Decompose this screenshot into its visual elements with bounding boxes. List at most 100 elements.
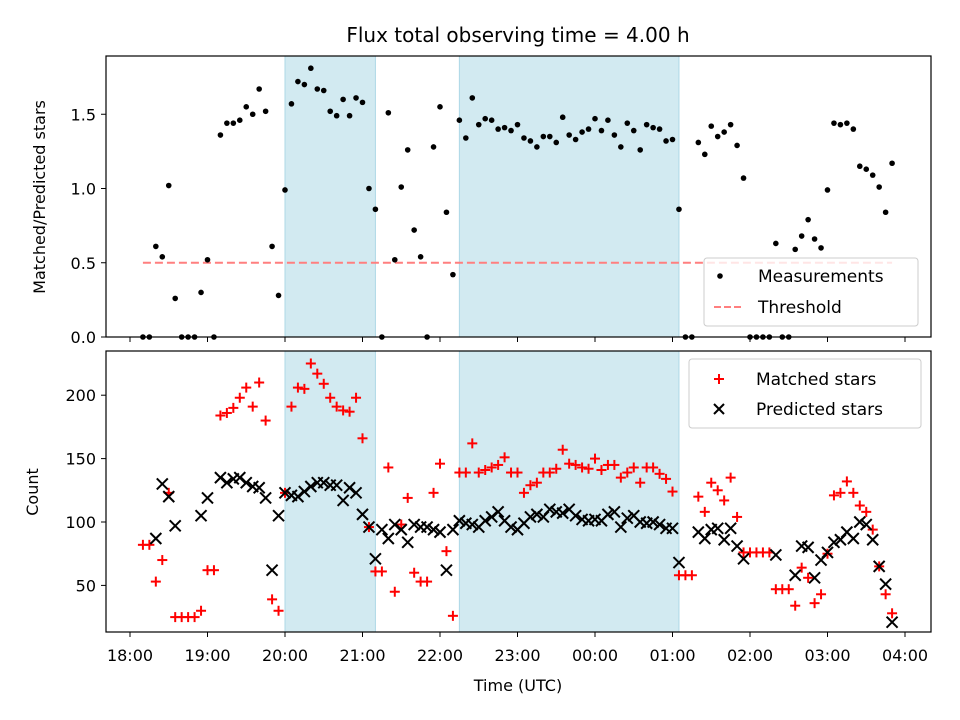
predicted-star-point: [711, 522, 724, 535]
bottom-y-ticks: 50 100 150 200: [65, 386, 106, 595]
predicted-star-point: [240, 476, 253, 489]
matched-star-point: [318, 378, 329, 389]
matched-star-point: [402, 492, 413, 503]
matched-star-point: [299, 383, 310, 394]
top-x-ticks: [129, 337, 906, 342]
predicted-star-point: [194, 509, 208, 522]
x-axis-label: Time (UTC): [473, 676, 562, 695]
predicted-star-point: [737, 552, 750, 565]
x-tick-label: 01:00: [649, 646, 695, 665]
measurement-point: [430, 144, 437, 150]
measurement-point: [204, 256, 211, 263]
measurement-point: [463, 135, 469, 141]
measurement-point: [159, 254, 166, 260]
measurement-point: [249, 111, 256, 118]
measurement-point: [404, 147, 411, 153]
measurement-point: [482, 115, 489, 122]
matched-star-point: [234, 392, 245, 403]
matched-star-point: [228, 402, 239, 413]
measurement-point: [869, 172, 876, 178]
predicted-star-point: [349, 486, 363, 500]
predicted-star-point: [453, 514, 466, 527]
predicted-star-point: [860, 518, 873, 531]
measurement-point: [359, 99, 366, 106]
matched-star-point: [564, 458, 575, 469]
chart-title: Flux total observing time = 4.00 h: [346, 23, 689, 47]
measurement-point: [333, 112, 340, 119]
legend-label-matched: Matched stars: [756, 370, 876, 390]
measurement-point: [243, 104, 250, 110]
x-tick-label: 00:00: [572, 646, 618, 665]
predicted-star-point: [259, 491, 272, 505]
matched-star-point: [189, 612, 200, 623]
matched-star-point: [286, 401, 297, 412]
measurement-point: [727, 121, 734, 128]
matched-star-point: [796, 562, 807, 573]
measurement-point: [340, 96, 346, 103]
predicted-star-point: [872, 560, 886, 573]
measurement-point: [437, 104, 443, 110]
measurement-point: [269, 243, 275, 250]
y-tick-label: 50: [76, 576, 96, 595]
predicted-star-point: [278, 486, 292, 500]
x-tick-label: 22:00: [417, 646, 463, 665]
matched-star-point: [292, 382, 303, 393]
measurement-point: [308, 65, 314, 72]
predicted-star-point: [504, 520, 518, 534]
y-tick-label: 100: [65, 513, 96, 532]
matched-star-point: [241, 382, 252, 393]
predicted-star-point: [420, 520, 434, 534]
bottom-x-ticks: 18:00 19:00 20:00 21:00 22:00 23:00 00:00 01:00…: [107, 632, 928, 665]
y-tick-label: 200: [65, 386, 96, 405]
predicted-star-point: [156, 477, 169, 491]
x-tick-label: 23:00: [494, 646, 540, 665]
measurement-point: [695, 139, 702, 146]
matched-star-point: [357, 433, 368, 444]
measurement-point: [534, 144, 540, 150]
matched-star-point: [428, 487, 439, 498]
matched-star-point: [247, 401, 258, 412]
measurement-point: [811, 236, 818, 242]
matched-star-point: [150, 576, 161, 587]
predicted-star-point: [543, 503, 556, 516]
matched-star-point: [144, 539, 155, 550]
matched-star-point: [473, 467, 484, 478]
predicted-star-point: [821, 546, 834, 559]
y-tick-label: 0.0: [71, 328, 96, 347]
matched-star-point: [260, 415, 271, 426]
measurement-point: [372, 206, 379, 213]
measurement-point: [553, 139, 560, 146]
measurement-point: [282, 187, 288, 193]
predicted-star-point: [356, 508, 369, 521]
measurement-point: [643, 121, 650, 128]
measurement-point: [611, 132, 618, 138]
measurement-point: [366, 185, 372, 192]
matched-star-point: [396, 519, 407, 530]
predicted-star-point: [220, 476, 234, 489]
measurement-point: [256, 86, 262, 92]
measurement-point: [320, 87, 327, 94]
measurement-point: [650, 124, 656, 131]
predicted-stars-points: [149, 471, 899, 629]
matched-star-point: [667, 486, 678, 497]
measurement-point: [566, 132, 572, 138]
matched-star-point: [725, 472, 736, 483]
matched-star-point: [661, 473, 672, 484]
bottom-axes-frame: [105, 350, 932, 633]
predicted-star-point: [789, 569, 802, 582]
predicted-star-point: [491, 505, 505, 519]
matched-star-point: [305, 358, 316, 369]
matched-star-point: [312, 368, 323, 379]
predicted-star-point: [433, 525, 447, 539]
matched-star-point: [783, 584, 794, 595]
y-tick-label: 0.5: [71, 254, 96, 273]
matched-star-point: [344, 406, 355, 417]
measurement-point: [618, 144, 624, 150]
predicted-star-point: [653, 518, 666, 531]
matched-star-point: [331, 401, 342, 412]
measurement-point: [262, 108, 269, 115]
matched-star-point: [531, 477, 542, 488]
matched-star-point: [790, 600, 801, 611]
measurement-point: [495, 126, 501, 132]
